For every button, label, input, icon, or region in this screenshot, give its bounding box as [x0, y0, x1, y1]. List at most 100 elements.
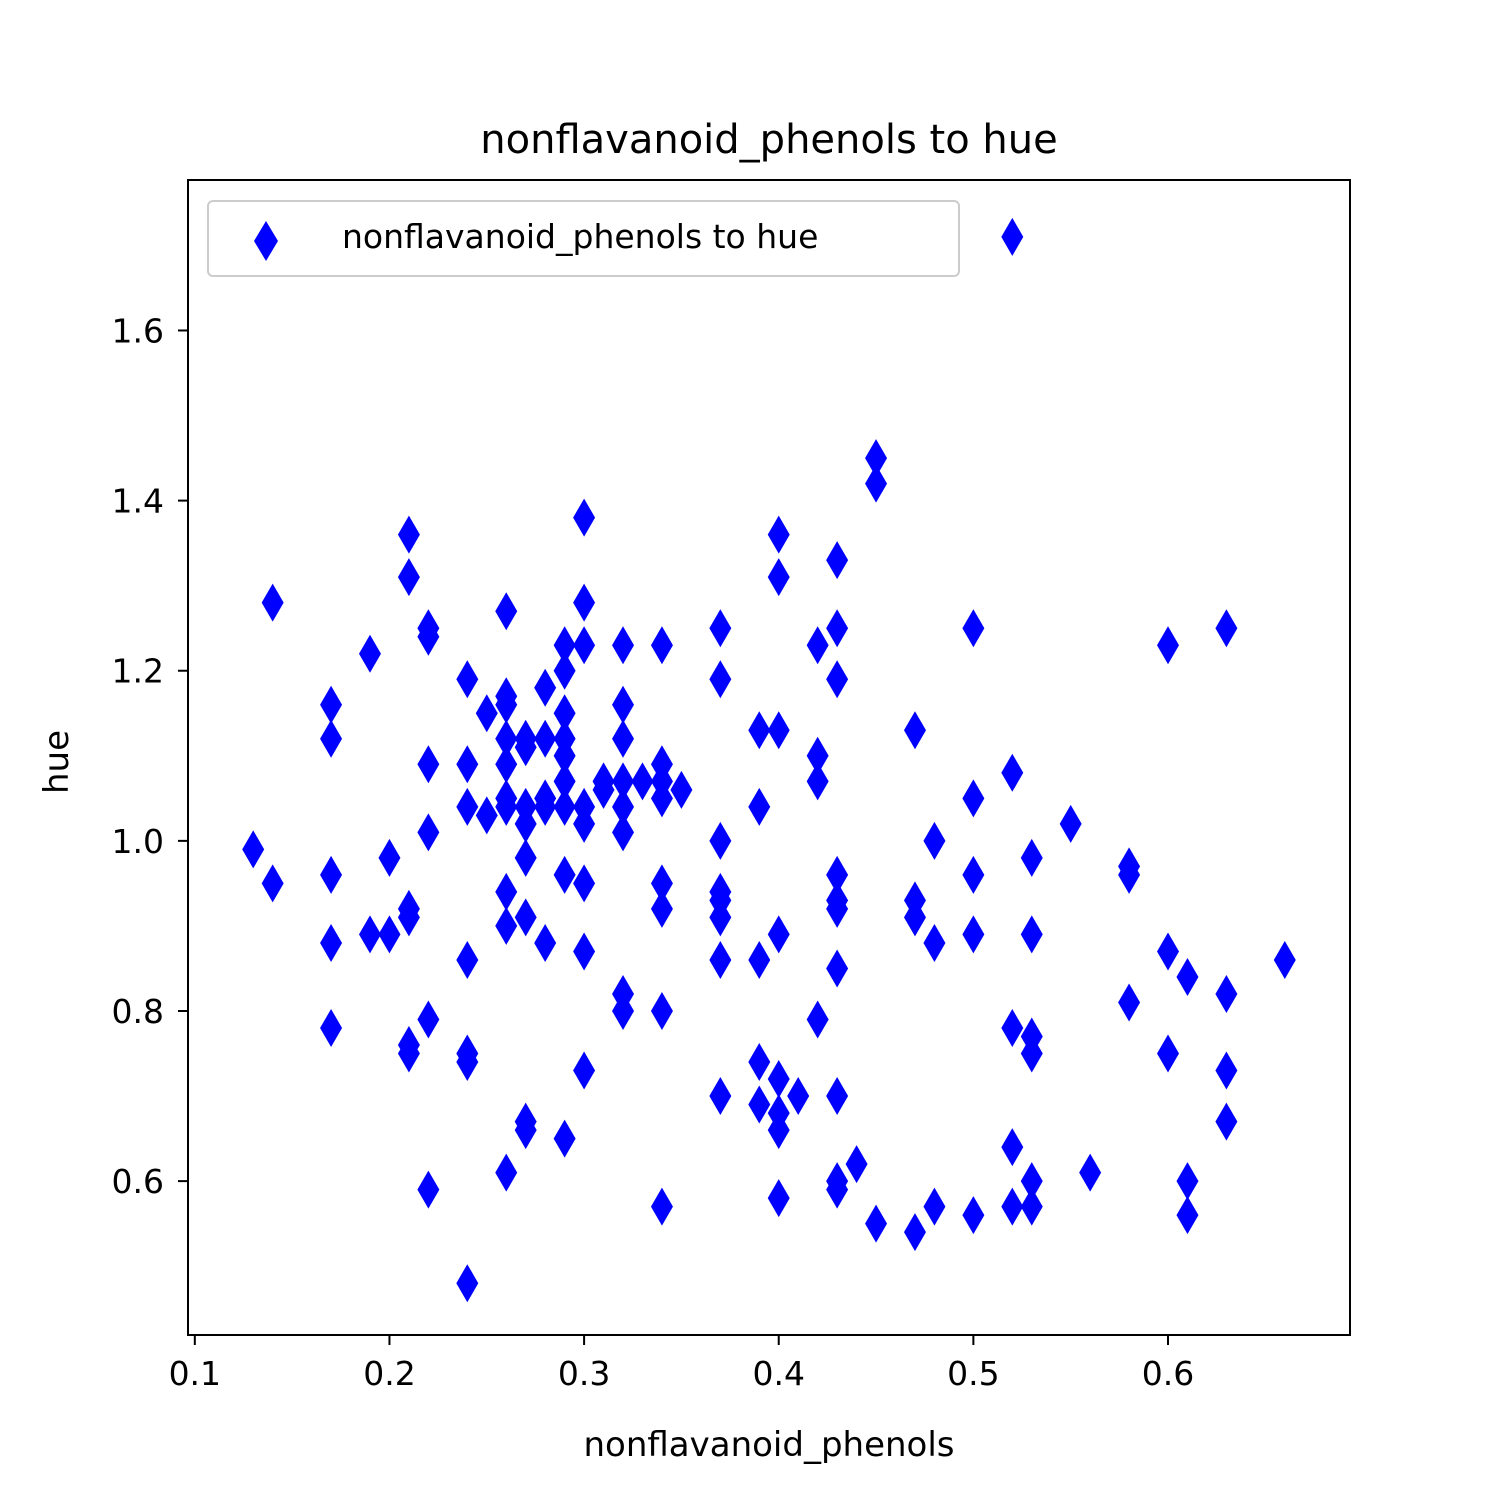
data-point: [1020, 915, 1043, 954]
data-point: [826, 1170, 849, 1209]
y-tick-label: 1.0: [112, 822, 164, 861]
data-point: [962, 779, 985, 818]
x-tick-label: 0.2: [363, 1354, 415, 1393]
data-point: [1215, 609, 1238, 648]
legend-label: nonflavanoid_phenols to hue: [342, 217, 818, 256]
data-point: [612, 813, 635, 852]
data-point: [748, 787, 771, 826]
data-point: [1157, 626, 1180, 665]
x-axis-label: nonflavanoid_phenols: [583, 1425, 954, 1465]
data-point: [534, 787, 557, 826]
data-point: [514, 728, 537, 767]
data-point: [397, 898, 420, 937]
data-point: [261, 583, 284, 622]
data-point: [612, 626, 635, 665]
legend-box: [207, 200, 960, 277]
y-tick-label: 0.6: [112, 1162, 164, 1201]
x-tick-label: 0.5: [947, 1354, 999, 1393]
data-point: [962, 915, 985, 954]
data-point: [787, 1077, 810, 1116]
data-point: [320, 923, 343, 962]
data-point: [495, 1153, 518, 1192]
data-point: [456, 940, 479, 979]
data-point: [962, 609, 985, 648]
data-point: [573, 498, 596, 537]
data-point: [903, 1213, 926, 1252]
x-tick-label: 0.1: [169, 1354, 221, 1393]
data-point: [748, 940, 771, 979]
x-axis: 0.1 0.2 0.3 0.4 0.5 0.6: [169, 1335, 1194, 1393]
data-point: [748, 711, 771, 750]
data-point: [612, 787, 635, 826]
data-point: [1020, 838, 1043, 877]
data-point: [1001, 753, 1024, 792]
data-point: [612, 762, 635, 801]
data-point: [767, 1060, 790, 1099]
y-tick-label: 1.2: [112, 652, 164, 691]
plot-frame: [187, 179, 1351, 1336]
data-point: [767, 711, 790, 750]
data-point: [553, 1119, 576, 1158]
data-point: [573, 932, 596, 971]
data-point: [242, 830, 265, 869]
data-point: [767, 915, 790, 954]
legend-diamond-icon: [254, 221, 278, 261]
data-point: [612, 685, 635, 724]
data-point: [1001, 1128, 1024, 1167]
data-point: [417, 1170, 440, 1209]
data-point: [767, 1111, 790, 1150]
data-point: [1001, 1009, 1024, 1048]
data-point: [320, 855, 343, 894]
data-point: [514, 838, 537, 877]
data-point: [456, 660, 479, 699]
legend: nonflavanoid_phenols to hue: [207, 200, 960, 277]
data-point: [1176, 1196, 1199, 1235]
data-point: [1020, 1162, 1043, 1201]
data-point: [767, 1179, 790, 1218]
data-point: [495, 906, 518, 945]
data-point: [358, 634, 381, 673]
data-point: [397, 558, 420, 597]
data-point: [650, 991, 673, 1030]
data-point: [845, 1145, 868, 1184]
data-point: [495, 787, 518, 826]
data-point: [709, 1077, 732, 1116]
data-point: [553, 694, 576, 733]
data-point: [631, 762, 654, 801]
x-tick-label: 0.3: [558, 1354, 610, 1393]
data-point: [1118, 855, 1141, 894]
data-point: [962, 1196, 985, 1235]
data-point: [475, 796, 498, 835]
data-point: [709, 940, 732, 979]
data-point: [320, 1009, 343, 1048]
data-point: [806, 736, 829, 775]
data-point: [865, 439, 888, 478]
chart-title: nonflavanoid_phenols to hue: [480, 117, 1057, 163]
data-point: [573, 626, 596, 665]
data-point: [553, 787, 576, 826]
data-point: [650, 864, 673, 903]
data-point: [612, 719, 635, 758]
data-point: [923, 821, 946, 860]
data-point: [553, 651, 576, 690]
data-point: [573, 864, 596, 903]
data-point: [1215, 1102, 1238, 1141]
data-point: [417, 745, 440, 784]
data-point: [514, 804, 537, 843]
data-point: [767, 515, 790, 554]
x-tick-label: 0.4: [752, 1354, 804, 1393]
data-point: [514, 898, 537, 937]
data-point: [514, 1111, 537, 1150]
data-point: [534, 923, 557, 962]
data-point: [553, 736, 576, 775]
data-point: [1176, 957, 1199, 996]
data-point: [650, 779, 673, 818]
data-point: [826, 855, 849, 894]
data-point: [826, 541, 849, 580]
data-point: [397, 1034, 420, 1073]
data-point: [806, 762, 829, 801]
data-point: [865, 1204, 888, 1243]
data-point: [553, 855, 576, 894]
data-point: [456, 1043, 479, 1082]
data-point: [806, 1000, 829, 1039]
